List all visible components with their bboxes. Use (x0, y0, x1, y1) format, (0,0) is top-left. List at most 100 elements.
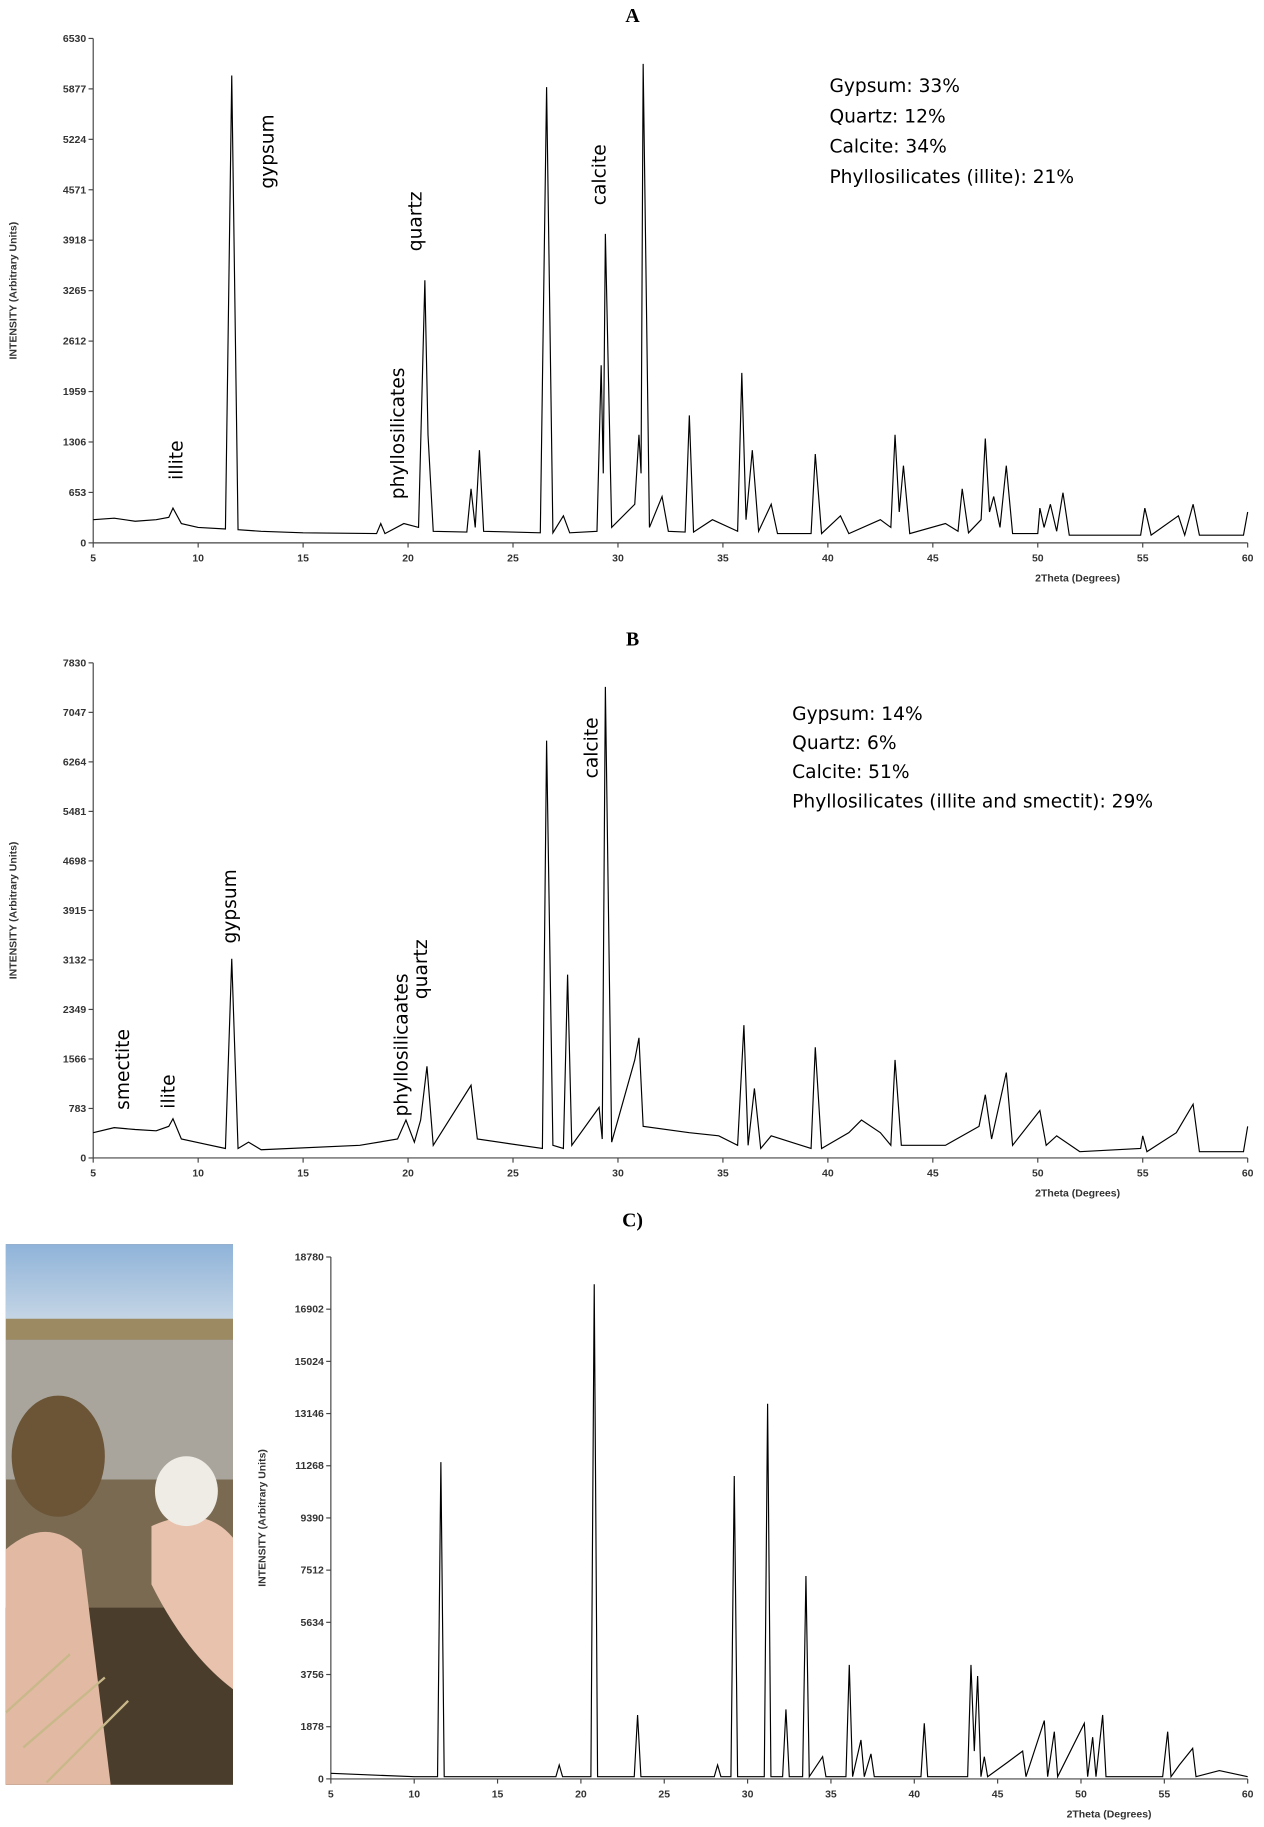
peak-label: ilite (158, 1074, 179, 1108)
field-photo (5, 1244, 234, 1785)
y-tick-label: 4698 (63, 856, 86, 867)
composition-line: Calcite: 34% (829, 137, 946, 158)
y-tick-label: 5481 (63, 807, 86, 818)
y-tick-label: 0 (318, 1774, 324, 1785)
x-tick-label: 35 (825, 1790, 837, 1801)
x-tick-label: 50 (1032, 554, 1044, 565)
x-tick-label: 15 (297, 554, 309, 565)
peak-label: smectite (113, 1029, 134, 1110)
peak-label: quartz (405, 191, 426, 251)
chart-title: A (625, 5, 640, 27)
x-tick-label: 5 (328, 1790, 334, 1801)
y-tick-label: 783 (69, 1104, 87, 1115)
x-tick-label: 10 (192, 554, 204, 565)
y-axis-label: INTENSITY (Arbitrary Units) (258, 1449, 269, 1587)
x-tick-label: 30 (612, 1169, 624, 1180)
peak-label: phyllosilicaates (391, 973, 412, 1116)
x-tick-label: 40 (822, 1169, 834, 1180)
y-tick-label: 6264 (63, 757, 86, 768)
peak-label: illite (167, 440, 188, 479)
x-tick-label: 60 (1242, 1790, 1254, 1801)
peak-label: gypsum (257, 114, 278, 188)
x-tick-label: 50 (1032, 1169, 1044, 1180)
x-tick-label: 40 (908, 1790, 920, 1801)
y-axis-label: INTENSITY (Arbitrary Units) (8, 842, 19, 980)
x-tick-label: 45 (927, 554, 939, 565)
x-tick-label: 30 (742, 1790, 754, 1801)
composition-line: Calcite: 51% (792, 762, 909, 783)
composition-line: Gypsum: 14% (792, 704, 923, 725)
y-tick-label: 0 (80, 1153, 86, 1164)
y-tick-label: 1306 (63, 437, 86, 448)
composition-line: Gypsum: 33% (829, 76, 960, 97)
x-tick-label: 60 (1242, 1169, 1254, 1180)
composition-line: Quartz: 6% (792, 733, 896, 754)
y-tick-label: 3915 (63, 906, 86, 917)
x-axis-label: 2Theta (Degrees) (1035, 573, 1120, 584)
y-tick-label: 2612 (63, 337, 86, 348)
composition-line: Phyllosilicates (illite and smectit): 29… (792, 791, 1153, 812)
y-tick-label: 15024 (295, 1357, 324, 1368)
y-tick-label: 1566 (63, 1054, 86, 1065)
y-tick-label: 1959 (63, 387, 86, 398)
x-tick-label: 25 (507, 554, 519, 565)
peak-label: calcite (581, 717, 602, 778)
x-tick-label: 45 (992, 1790, 1004, 1801)
y-tick-label: 9390 (301, 1513, 324, 1524)
y-tick-label: 5877 (63, 84, 86, 95)
composition-line: Quartz: 12% (829, 106, 945, 127)
x-tick-label: 15 (492, 1790, 504, 1801)
y-tick-label: 5634 (301, 1618, 324, 1629)
x-tick-label: 25 (658, 1790, 670, 1801)
chart-title: B (626, 628, 639, 650)
x-tick-label: 40 (822, 554, 834, 565)
xrd-trace (93, 63, 1249, 538)
x-tick-label: 45 (927, 1169, 939, 1180)
y-tick-label: 13146 (295, 1409, 324, 1420)
chart-title: C) (622, 1210, 643, 1232)
y-tick-label: 3918 (63, 236, 86, 247)
y-tick-label: 11268 (295, 1461, 324, 1472)
xrd-trace (330, 1284, 1248, 1779)
x-tick-label: 5 (90, 1169, 96, 1180)
y-tick-label: 3756 (301, 1670, 324, 1681)
y-tick-label: 3132 (63, 955, 86, 966)
y-tick-label: 2349 (63, 1005, 86, 1016)
x-tick-label: 10 (192, 1169, 204, 1180)
x-tick-label: 55 (1159, 1790, 1171, 1801)
x-axis-label: 2Theta (Degrees) (1035, 1188, 1120, 1199)
x-tick-label: 50 (1075, 1790, 1087, 1801)
x-tick-label: 20 (575, 1790, 587, 1801)
y-tick-label: 7830 (63, 658, 86, 669)
y-tick-label: 18780 (295, 1252, 324, 1263)
y-tick-label: 16902 (295, 1305, 324, 1316)
y-tick-label: 1878 (301, 1722, 324, 1733)
y-tick-label: 4571 (63, 185, 86, 196)
y-tick-label: 7512 (301, 1566, 324, 1577)
y-tick-label: 653 (69, 488, 87, 499)
y-tick-label: 6530 (63, 34, 86, 45)
x-tick-label: 35 (717, 1169, 729, 1180)
peak-label: quartz (411, 939, 432, 999)
x-tick-label: 5 (90, 554, 96, 565)
y-tick-label: 7047 (63, 708, 86, 719)
peak-label: gypsum (220, 869, 241, 943)
x-tick-label: 20 (402, 554, 414, 565)
x-tick-label: 30 (612, 554, 624, 565)
x-tick-label: 25 (507, 1169, 519, 1180)
x-tick-label: 10 (408, 1790, 420, 1801)
x-tick-label: 15 (297, 1169, 309, 1180)
x-tick-label: 55 (1137, 554, 1149, 565)
y-tick-label: 5224 (63, 135, 86, 146)
composition-line: Phyllosilicates (illite): 21% (829, 167, 1074, 188)
peak-label: phyllosilicates (388, 367, 409, 499)
x-axis-label: 2Theta (Degrees) (1067, 1809, 1152, 1820)
y-tick-label: 3265 (63, 286, 86, 297)
x-tick-label: 60 (1242, 554, 1254, 565)
x-tick-label: 35 (717, 554, 729, 565)
x-tick-label: 20 (402, 1169, 414, 1180)
xrd-trace (93, 686, 1249, 1153)
peak-label: calcite (589, 144, 610, 205)
